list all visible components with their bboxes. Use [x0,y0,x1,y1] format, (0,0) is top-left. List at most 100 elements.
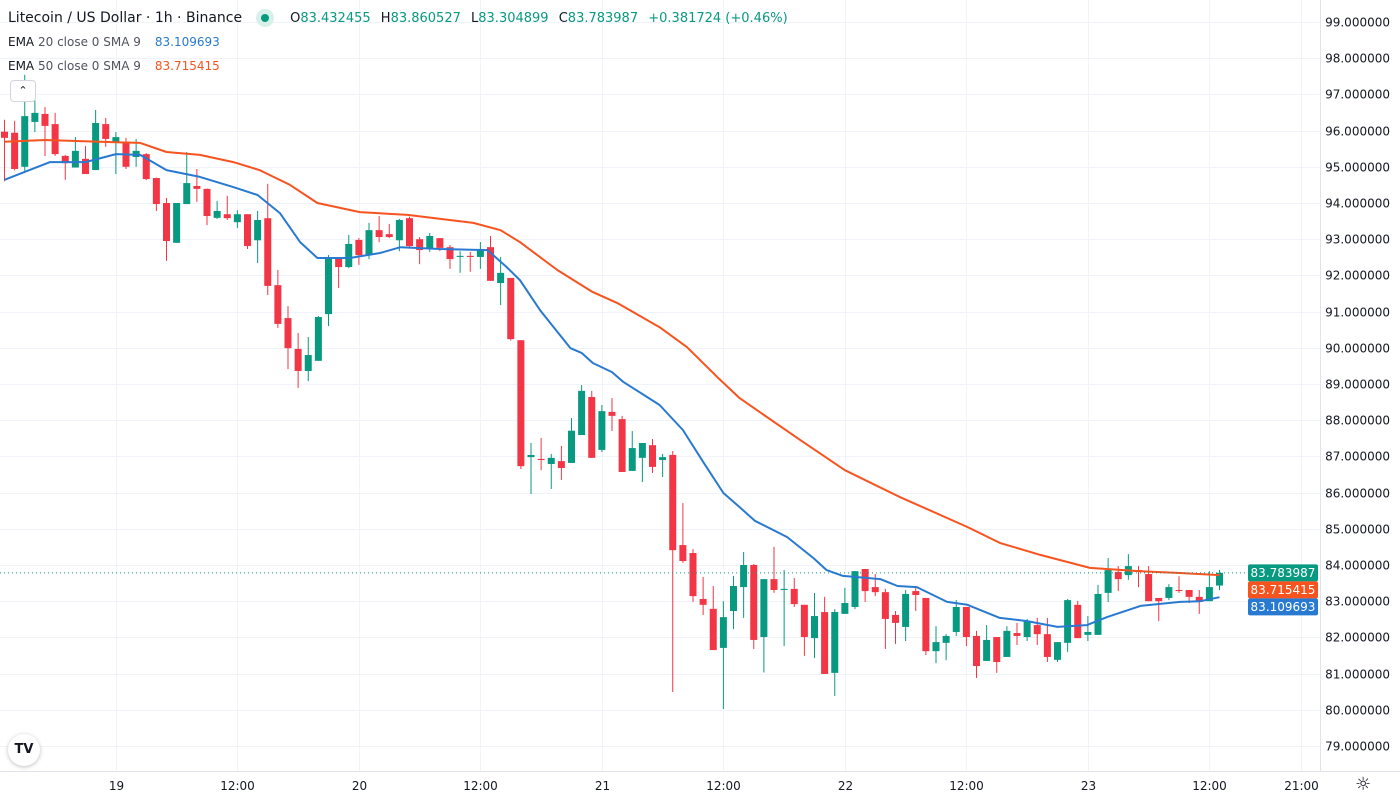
price-tick-label: 83.000000 [1325,595,1390,609]
candles [1,74,1223,710]
candle-body [335,258,343,268]
candle-down [487,235,494,281]
price-tick-label: 98.000000 [1325,52,1390,66]
close-value: 83.783987 [567,10,639,26]
candle-down [800,604,808,656]
candle-down [679,503,687,563]
candle-body [922,597,930,652]
candle-down [163,197,170,261]
candle-down [871,574,879,597]
candle-body [740,565,748,588]
candle-body [193,185,201,189]
candle-up [1104,558,1112,602]
candle-body [497,272,505,284]
price-tag: 83.109693 [1248,598,1318,616]
time-tick-label: 19 [109,779,124,793]
candle-down [82,146,89,175]
candle-body [730,585,737,611]
candle-down [274,269,282,328]
candle-body [638,443,646,458]
candle-down [557,445,565,480]
price-axis[interactable]: 99.000000 98.000000 97.000000 96.000000 95.0… [1325,16,1390,754]
candle-down [1074,600,1082,639]
price-tick-label: 93.000000 [1325,233,1390,247]
candle-body [598,411,606,450]
candle-body [476,248,484,257]
ohlc-values: O83.432455 H83.860527 L83.304899 C83.783… [284,11,788,26]
candle-body [750,565,758,640]
candle-body [213,210,221,218]
time-axis[interactable]: 19 12:00 20 12:00 21 12:00 22 12:00 23 12:00 21:00 [109,779,1319,793]
indicator-value: 83.715415 [154,59,220,73]
candle-up [730,575,737,630]
candle-body [841,603,849,614]
candle-down [223,195,231,221]
candle-up [1165,584,1173,601]
gear-icon[interactable]: ☼ [1355,774,1372,795]
candle-up [1124,554,1132,580]
candle-body [588,397,596,458]
candle-body [173,203,181,243]
candle-body [1145,574,1153,602]
price-tick-label: 79.000000 [1325,740,1390,754]
indicator-ema20[interactable]: EMA 20 close 0 SMA 9 83.109693 [8,30,788,54]
candle-up [365,222,373,260]
candle-up [395,218,403,252]
open-label: O [290,10,301,26]
ema-lines [0,139,1320,628]
candle-body [51,124,59,155]
candle-up [628,431,636,471]
candle-down [244,214,251,249]
indicator-ema50[interactable]: EMA 50 close 0 SMA 9 83.715415 [8,54,788,78]
collapse-legend-button[interactable]: ⌃ [10,80,36,102]
candle-body [294,348,302,371]
candle-body [31,112,39,122]
candle-down [790,578,798,607]
candle-body [821,612,829,674]
candle-up [456,251,464,273]
candle-body [41,113,49,126]
change-value: +0.381724 (+0.46%) [648,10,788,26]
price-tick-label: 88.000000 [1325,414,1390,428]
candle-body [183,183,191,205]
candle-body [851,571,859,607]
price-tick-label: 95.000000 [1325,161,1390,175]
candle-body [254,220,262,241]
candle-body [325,258,332,315]
candle-body [790,588,798,605]
low-label: L [471,10,479,26]
price-tag: 83.715415 [1248,581,1318,599]
price-tick-label: 91.000000 [1325,306,1390,320]
candle-body [557,461,565,468]
candle-down [284,306,292,370]
candle-body [406,218,413,247]
candle-down [203,188,211,226]
tradingview-logo[interactable]: TV [8,734,40,766]
candle-up [112,132,120,175]
time-tick-label: 20 [352,779,367,793]
candle-down [385,223,393,239]
candle-up [173,203,181,243]
candle-up [719,601,727,710]
candle-up [213,200,221,219]
candle-down [335,258,343,289]
candle-body [345,243,353,268]
candle-up [233,210,241,228]
price-tick-label: 86.000000 [1325,487,1390,501]
indicator-name: EMA [8,35,35,49]
candle-up [942,634,950,661]
candle-down [294,332,302,388]
time-tick-label: 12:00 [1192,779,1227,793]
price-tags: 83.783987 83.715415 83.109693 [1248,564,1318,616]
candle-up [1094,584,1102,635]
time-tick-label: 12:00 [463,779,498,793]
candle-up [902,589,910,642]
candle-body [659,457,667,461]
indicator-params: 20 close 0 SMA 9 [37,35,141,49]
candle-body [780,588,788,590]
chart-legend: Litecoin / US Dollar · 1h · Binance O83.… [8,6,788,78]
symbol-title[interactable]: Litecoin / US Dollar · 1h · Binance [8,10,243,26]
candle-body [1043,634,1051,657]
candle-up [760,579,768,673]
